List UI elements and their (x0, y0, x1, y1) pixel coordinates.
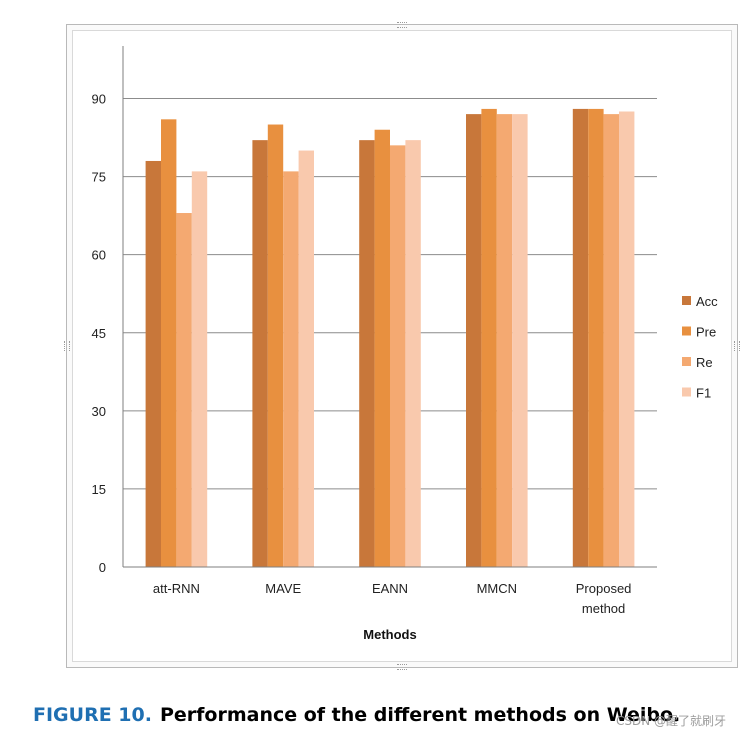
bar-f1 (191, 171, 208, 567)
bar-pre (161, 119, 177, 568)
x-axis-title: Methods (363, 627, 416, 642)
x-tick-label: method (582, 601, 625, 616)
resize-handle-top[interactable] (397, 22, 407, 28)
y-tick-label: 0 (99, 560, 106, 575)
bar-re (390, 145, 406, 567)
y-tick-label: 45 (92, 326, 106, 341)
bar-acc (572, 108, 589, 568)
bar-f1 (298, 150, 314, 568)
bar-re (496, 114, 513, 567)
caption-text: Performance of the different methods on … (159, 704, 681, 726)
bar-acc (359, 140, 375, 567)
legend-label-pre: Pre (696, 325, 716, 340)
x-tick-label: MAVE (265, 581, 301, 596)
y-tick-label: 75 (92, 170, 106, 185)
x-tick-label: MMCN (477, 581, 517, 596)
legend-swatch-acc (682, 296, 691, 305)
x-tick-label: att-RNN (153, 581, 200, 596)
bar-f1 (619, 111, 635, 567)
bar-f1 (405, 140, 421, 567)
y-tick-label: 90 (92, 92, 106, 107)
bar-re (283, 171, 299, 567)
resize-handle-left[interactable] (64, 341, 70, 351)
x-tick-label: EANN (372, 581, 408, 596)
bar-pre (374, 129, 390, 567)
bar-re (176, 213, 192, 567)
bar-re (603, 114, 619, 567)
figure-caption: FIGURE 10. Performance of the different m… (33, 704, 680, 726)
y-tick-label: 15 (92, 482, 106, 497)
bar-acc (145, 160, 161, 567)
bar-pre (481, 108, 497, 568)
y-tick-label: 30 (92, 404, 106, 419)
legend-swatch-re (682, 357, 691, 366)
legend-label-f1: F1 (696, 386, 711, 401)
watermark: CSDN @醒了就刷牙 (616, 714, 727, 728)
bar-pre (588, 108, 604, 568)
bar-pre (267, 124, 284, 568)
bar-acc (466, 114, 482, 567)
legend-swatch-f1 (682, 387, 691, 397)
legend-label-acc: Acc (696, 294, 718, 309)
bar-acc (252, 140, 268, 567)
resize-handle-right[interactable] (734, 341, 740, 351)
legend-label-re: Re (696, 355, 713, 370)
bar-f1 (512, 114, 528, 567)
figure-label: FIGURE 10. (33, 704, 152, 726)
y-tick-label: 60 (92, 248, 106, 263)
legend-swatch-pre (682, 326, 691, 336)
x-tick-label: Proposed (576, 581, 632, 596)
resize-handle-bottom[interactable] (397, 664, 407, 670)
